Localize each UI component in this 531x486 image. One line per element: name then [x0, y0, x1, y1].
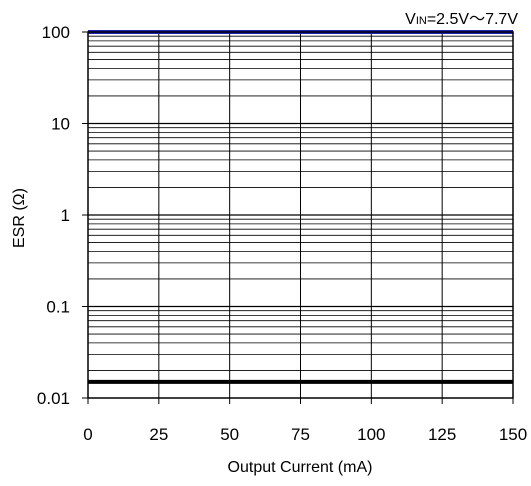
vin-condition-annotation: VIN=2.5V～7.7V [405, 11, 518, 28]
y-tick-label: 100 [42, 23, 70, 42]
y-tick-label: 10 [51, 115, 70, 134]
annotation-main: V [405, 11, 416, 28]
tick-labels: 0 25 50 75 100 125 150 0.01 0.1 1 10 100 [37, 23, 527, 444]
annotation-condition: =2.5V～7.7V [427, 11, 519, 28]
y-tick-label: 1 [61, 206, 70, 225]
grid [88, 32, 513, 398]
axis-ticks [82, 31, 514, 404]
y-axis-label: ESR (Ω) [11, 188, 28, 248]
x-tick-label: 125 [428, 425, 456, 444]
x-tick-label: 25 [149, 425, 168, 444]
x-tick-label: 0 [83, 425, 92, 444]
x-tick-label: 100 [357, 425, 385, 444]
y-tick-label: 0.1 [46, 298, 70, 317]
annotation-subscript: IN [416, 15, 427, 27]
y-tick-label: 0.01 [37, 389, 70, 408]
x-tick-label: 50 [220, 425, 239, 444]
x-tick-label: 150 [499, 425, 527, 444]
x-axis-label: Output Current (mA) [228, 459, 373, 476]
x-tick-label: 75 [291, 425, 310, 444]
